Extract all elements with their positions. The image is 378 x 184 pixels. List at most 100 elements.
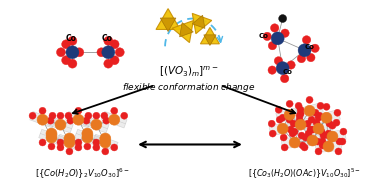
Circle shape	[104, 59, 113, 68]
Circle shape	[104, 36, 113, 45]
Circle shape	[115, 48, 124, 57]
Circle shape	[46, 128, 57, 139]
Circle shape	[68, 59, 77, 68]
Circle shape	[281, 144, 288, 151]
Circle shape	[299, 142, 306, 149]
Polygon shape	[269, 121, 296, 136]
Circle shape	[67, 117, 74, 124]
Circle shape	[46, 132, 57, 143]
Circle shape	[281, 29, 289, 37]
Circle shape	[91, 119, 102, 130]
Circle shape	[62, 56, 71, 65]
Circle shape	[66, 148, 73, 155]
Circle shape	[111, 107, 118, 114]
Circle shape	[37, 114, 48, 125]
Circle shape	[279, 114, 286, 121]
Text: Co: Co	[259, 33, 269, 39]
Circle shape	[277, 123, 288, 134]
Circle shape	[64, 137, 75, 148]
Circle shape	[97, 48, 106, 57]
Polygon shape	[192, 15, 205, 29]
Circle shape	[287, 61, 295, 69]
Circle shape	[121, 112, 128, 119]
Polygon shape	[319, 129, 346, 144]
Polygon shape	[305, 121, 332, 136]
Circle shape	[335, 148, 342, 155]
Circle shape	[321, 112, 332, 123]
Text: $\mathbf{\mathit{[(VO_3)_m]^{m-}}}$: $\mathbf{\mathit{[(VO_3)_m]^{m-}}}$	[159, 65, 219, 79]
Circle shape	[280, 134, 287, 141]
Circle shape	[318, 128, 325, 135]
Circle shape	[85, 112, 92, 119]
Circle shape	[39, 139, 46, 146]
Polygon shape	[281, 137, 308, 148]
Circle shape	[333, 119, 340, 126]
Circle shape	[275, 106, 282, 113]
Circle shape	[263, 32, 271, 40]
Circle shape	[102, 148, 109, 155]
Circle shape	[295, 119, 306, 130]
Polygon shape	[299, 135, 326, 147]
Circle shape	[298, 44, 311, 57]
Circle shape	[312, 109, 319, 116]
Circle shape	[93, 112, 100, 119]
Circle shape	[57, 112, 64, 119]
Circle shape	[304, 120, 311, 127]
Circle shape	[75, 107, 82, 114]
Circle shape	[334, 109, 341, 116]
Circle shape	[82, 132, 93, 143]
Circle shape	[103, 117, 110, 124]
Circle shape	[75, 144, 82, 151]
Circle shape	[110, 40, 119, 49]
Polygon shape	[200, 27, 219, 44]
Circle shape	[268, 120, 275, 127]
Circle shape	[286, 100, 293, 107]
Circle shape	[62, 40, 71, 49]
Circle shape	[326, 120, 333, 127]
Circle shape	[66, 46, 79, 59]
Circle shape	[271, 32, 284, 45]
Circle shape	[315, 148, 322, 155]
Circle shape	[284, 109, 295, 120]
Circle shape	[102, 46, 115, 59]
Circle shape	[276, 62, 289, 75]
Circle shape	[305, 130, 312, 137]
Circle shape	[289, 130, 296, 137]
Circle shape	[47, 117, 54, 124]
Polygon shape	[160, 18, 176, 31]
Circle shape	[307, 126, 314, 133]
Circle shape	[274, 57, 283, 65]
Circle shape	[339, 138, 346, 145]
Polygon shape	[156, 9, 180, 29]
Polygon shape	[315, 140, 342, 153]
Circle shape	[291, 128, 298, 135]
Circle shape	[49, 112, 56, 119]
Text: $\mathit{flexible\ conformation\ change}$: $\mathit{flexible\ conformation\ change}…	[122, 82, 256, 94]
Circle shape	[329, 122, 336, 129]
Circle shape	[317, 102, 324, 109]
Polygon shape	[180, 23, 193, 37]
Circle shape	[311, 44, 319, 52]
Text: Co: Co	[102, 34, 113, 43]
Polygon shape	[66, 112, 91, 128]
Polygon shape	[313, 110, 340, 126]
Circle shape	[82, 128, 93, 139]
Circle shape	[323, 103, 330, 110]
Circle shape	[279, 15, 287, 22]
Polygon shape	[102, 112, 127, 128]
Circle shape	[289, 137, 300, 148]
Polygon shape	[74, 129, 100, 146]
Circle shape	[296, 112, 303, 119]
Polygon shape	[57, 134, 82, 151]
Polygon shape	[39, 129, 64, 146]
Circle shape	[308, 116, 315, 123]
Circle shape	[307, 135, 318, 146]
Circle shape	[319, 142, 326, 149]
Circle shape	[287, 126, 294, 133]
Circle shape	[301, 144, 308, 151]
Circle shape	[297, 110, 304, 117]
Circle shape	[65, 112, 72, 119]
Polygon shape	[192, 13, 212, 34]
Circle shape	[280, 74, 289, 83]
Polygon shape	[48, 116, 73, 133]
